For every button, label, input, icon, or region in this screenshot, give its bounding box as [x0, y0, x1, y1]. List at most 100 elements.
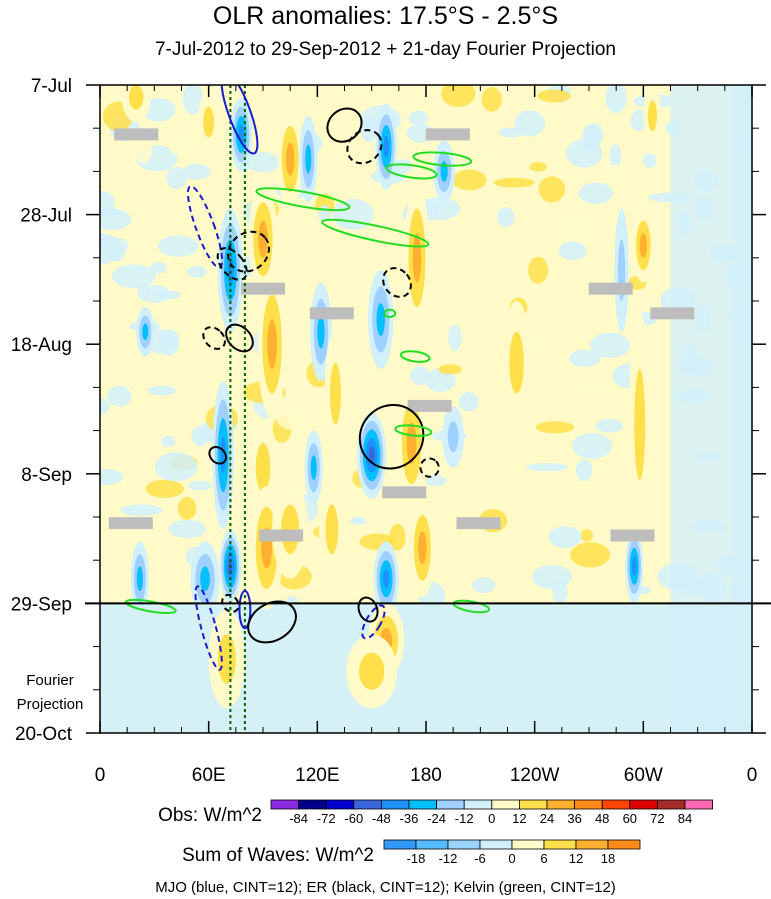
- texture-patch: [188, 480, 212, 491]
- colorbar-label: 0: [508, 851, 515, 866]
- obs-anomaly-cell: [220, 436, 226, 474]
- obs-anomaly-cell: [412, 233, 422, 283]
- obs-anomaly-cell: [310, 455, 317, 480]
- colorbar-box: [629, 799, 658, 810]
- obs-anomaly-cell: [281, 504, 300, 555]
- y-tick-label: 7-Jul: [31, 76, 72, 97]
- mask-box: [114, 128, 159, 141]
- mask-box: [588, 282, 633, 295]
- texture-patch: [339, 546, 365, 564]
- obs-anomaly-cell: [509, 331, 524, 394]
- y-tick-label: 28-Jul: [20, 206, 72, 227]
- texture-patch: [425, 475, 447, 487]
- texture-patch: [141, 97, 176, 122]
- colorbar-label: 18: [601, 851, 615, 866]
- obs-anomaly-cell: [639, 233, 647, 258]
- kelvin-contour: [385, 163, 438, 180]
- texture-patch: [548, 526, 582, 548]
- colorbar-label: -36: [400, 811, 419, 826]
- texture-patch: [107, 385, 132, 407]
- y-tick-label: 8-Sep: [21, 465, 72, 486]
- texture-patch: [575, 459, 593, 482]
- colorbar-box: [546, 799, 576, 810]
- obs-anomaly-cell: [136, 566, 143, 592]
- texture-patch: [580, 529, 593, 542]
- mask-box: [309, 307, 354, 320]
- colorbar-label: 36: [567, 811, 581, 826]
- reference-lines: [229, 85, 246, 733]
- texture-patch: [332, 199, 374, 230]
- texture-patch: [120, 504, 163, 516]
- colorbar-box: [298, 799, 327, 810]
- obs-anomaly-cell: [383, 135, 389, 158]
- colorbar-box: [491, 799, 520, 810]
- obs-anomaly-cell: [142, 323, 149, 341]
- texture-patch: [552, 580, 568, 605]
- texture-patch: [100, 208, 132, 231]
- texture-patch: [156, 290, 181, 300]
- wave-legend-footer: MJO (blue, CINT=12); ER (black, CINT=12)…: [155, 879, 616, 896]
- obs-anomaly-cell: [632, 557, 637, 576]
- colorbar-box: [383, 839, 417, 850]
- texture-patch: [570, 542, 611, 568]
- er-contour: [221, 593, 240, 613]
- mask-box: [650, 307, 695, 320]
- colorbar-label: -72: [317, 811, 336, 826]
- texture-patch: [352, 85, 394, 105]
- colorbar-box: [463, 799, 493, 810]
- texture-patch: [298, 87, 312, 105]
- colorbar-box: [657, 799, 686, 810]
- obs-anomaly-cell: [255, 442, 271, 493]
- mask-box: [259, 529, 304, 542]
- texture-patch: [531, 565, 573, 590]
- wave-contours: [124, 85, 491, 671]
- texture-patch: [605, 85, 627, 114]
- colorbar-box: [436, 799, 465, 810]
- obs-anomaly-cell: [128, 85, 144, 110]
- texture-band: [733, 85, 752, 604]
- x-tick-label: 60E: [192, 765, 226, 786]
- x-tick-label: 120W: [510, 765, 560, 786]
- er-contour: [225, 323, 254, 353]
- plot-area: [100, 85, 752, 733]
- colorbar-box: [607, 839, 641, 850]
- colorbar-box: [408, 799, 438, 810]
- texture-patch: [111, 264, 156, 289]
- mask-box: [241, 282, 285, 295]
- colorbar-box: [447, 839, 481, 850]
- texture-patch: [137, 281, 150, 301]
- fourier-label-line1: Fourier: [26, 672, 74, 689]
- texture-patch: [145, 479, 184, 498]
- obs-anomaly-features: [121, 85, 662, 709]
- texture-patch: [134, 136, 153, 164]
- texture-patch: [144, 578, 165, 594]
- er-contour: [357, 596, 379, 623]
- obs-anomaly-cell: [203, 106, 215, 138]
- colorbar-box: [684, 799, 714, 810]
- mask-box: [382, 486, 427, 499]
- kelvin-contour: [124, 598, 177, 615]
- texture-patch: [609, 144, 622, 168]
- colorbar-box: [574, 799, 603, 810]
- mask-box: [610, 529, 655, 542]
- texture-patch: [246, 151, 280, 173]
- er-contour: [326, 107, 363, 143]
- obs-anomaly-cell: [368, 446, 375, 464]
- y-tick-label: 20-Oct: [15, 724, 73, 745]
- texture-patch: [182, 163, 211, 180]
- colorbar-box: [380, 799, 410, 810]
- texture-patch: [441, 85, 476, 107]
- texture-patch: [578, 182, 614, 204]
- texture-patch: [149, 262, 167, 274]
- obs-anomaly-cell: [418, 531, 427, 565]
- x-tick-label: 60W: [624, 765, 663, 786]
- colorbar-box: [353, 799, 382, 810]
- colorbar-label: -60: [344, 811, 363, 826]
- colorbar-label: -6: [474, 851, 486, 866]
- texture-band: [100, 603, 752, 733]
- texture-patch: [187, 265, 207, 278]
- texture-patch: [514, 110, 545, 137]
- kelvin-contour: [321, 218, 430, 248]
- texture-patch: [166, 166, 188, 190]
- texture-patch: [538, 176, 566, 203]
